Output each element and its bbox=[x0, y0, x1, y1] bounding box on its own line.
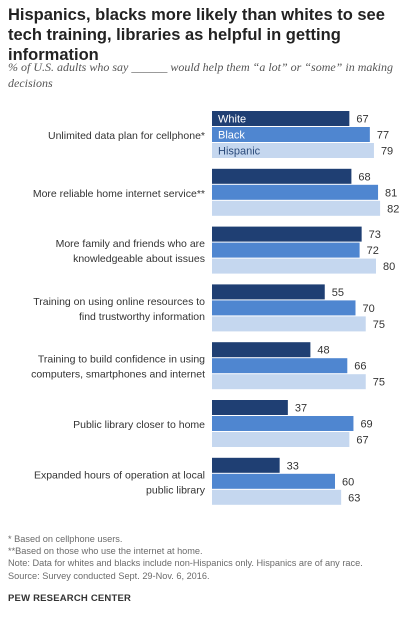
note-home-internet: **Based on those who use the internet at… bbox=[8, 546, 203, 557]
bar-black bbox=[212, 473, 335, 489]
note-race: Note: Data for whites and blacks include… bbox=[8, 558, 363, 569]
bar-group: More family and friends who are knowledge… bbox=[56, 226, 395, 274]
bar-group: Expanded hours of operation at local publ… bbox=[34, 457, 360, 505]
category-label: knowledgeable about issues bbox=[73, 253, 205, 265]
value-label: 72 bbox=[367, 245, 379, 257]
value-label: 37 bbox=[295, 403, 307, 415]
bar-black bbox=[212, 358, 348, 374]
bar-hispanic bbox=[212, 432, 350, 447]
value-label: 33 bbox=[287, 460, 299, 472]
bar-group: More reliable home internet service** 68 8… bbox=[33, 168, 399, 216]
bar-hispanic bbox=[212, 489, 342, 505]
legend-label-white: White bbox=[218, 114, 246, 126]
category-label: computers, smartphones and internet bbox=[31, 369, 205, 381]
category-label: public library bbox=[146, 484, 206, 496]
value-label: 55 bbox=[332, 287, 344, 299]
bar-black bbox=[212, 416, 354, 431]
value-label: 68 bbox=[358, 171, 370, 183]
bar-group: Public library closer to home 37 69 67 bbox=[73, 400, 373, 447]
bar-hispanic bbox=[212, 374, 366, 390]
bar-white bbox=[212, 457, 280, 473]
bar-white bbox=[212, 168, 352, 184]
category-label: Public library closer to home bbox=[73, 419, 205, 431]
bar-group: Training to build confidence in using com… bbox=[31, 342, 385, 390]
chart-notes: * Based on cellphone users. **Based on t… bbox=[8, 533, 413, 582]
category-label: Training on using online resources to bbox=[33, 296, 205, 308]
category-label: More reliable home internet service** bbox=[33, 188, 205, 200]
note-source: Source: Survey conducted Sept. 29-Nov. 6… bbox=[8, 570, 210, 581]
bar-hispanic bbox=[212, 200, 381, 216]
chart-title: Hispanics, blacks more likely than white… bbox=[8, 6, 385, 64]
value-label: 79 bbox=[381, 146, 393, 158]
value-label: 60 bbox=[342, 476, 354, 488]
source-organization: PEW RESEARCH CENTER bbox=[8, 593, 132, 604]
bar-black bbox=[212, 242, 360, 258]
value-label: 82 bbox=[387, 203, 399, 215]
note-cellphone: * Based on cellphone users. bbox=[8, 534, 123, 544]
bar-group: Unlimited data plan for cellphone* 67 Whit… bbox=[48, 111, 393, 158]
value-label: 67 bbox=[356, 114, 368, 126]
bar-white bbox=[212, 226, 362, 242]
bar-hispanic bbox=[212, 258, 376, 274]
value-label: 81 bbox=[385, 187, 397, 199]
bar-white bbox=[212, 284, 325, 300]
category-label: Unlimited data plan for cellphone* bbox=[48, 130, 205, 142]
value-label: 70 bbox=[363, 303, 375, 315]
chart-subtitle: % of U.S. adults who say ______ would he… bbox=[8, 60, 394, 90]
category-label: Expanded hours of operation at local bbox=[34, 469, 205, 481]
value-label: 67 bbox=[356, 435, 368, 447]
value-label: 75 bbox=[373, 319, 385, 331]
bar-black bbox=[212, 184, 379, 200]
value-label: 73 bbox=[369, 229, 381, 241]
value-label: 77 bbox=[377, 130, 389, 142]
bar-black bbox=[212, 127, 370, 142]
category-label: More family and friends who are bbox=[56, 238, 206, 250]
value-label: 66 bbox=[354, 361, 366, 373]
category-label: find trustworthy information bbox=[79, 311, 205, 323]
bar-white bbox=[212, 400, 288, 415]
legend-label-black: Black bbox=[218, 130, 245, 142]
legend-label-hispanic: Hispanic bbox=[218, 146, 261, 158]
category-label: Training to build confidence in using bbox=[38, 354, 205, 366]
value-label: 75 bbox=[373, 377, 385, 389]
bar-black bbox=[212, 300, 356, 316]
bar-group: Training on using online resources to fin… bbox=[33, 284, 385, 332]
value-label: 63 bbox=[348, 492, 360, 504]
bar-hispanic bbox=[212, 316, 366, 332]
value-label: 69 bbox=[360, 419, 372, 431]
bar-hispanic bbox=[212, 143, 374, 158]
bar-white bbox=[212, 111, 350, 126]
value-label: 48 bbox=[317, 345, 329, 357]
bar-white bbox=[212, 342, 311, 358]
value-label: 80 bbox=[383, 261, 395, 273]
